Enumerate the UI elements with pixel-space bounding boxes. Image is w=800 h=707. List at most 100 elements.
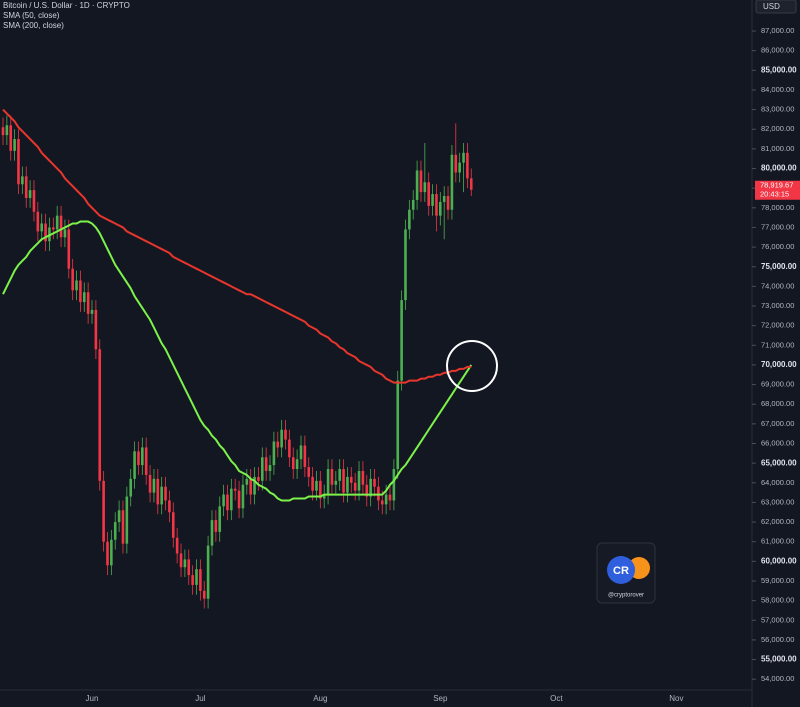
y-tick-label: 56,000.00 bbox=[761, 635, 794, 644]
candle-body bbox=[110, 539, 113, 566]
candle-body bbox=[183, 559, 187, 568]
y-tick-label: 75,000.00 bbox=[761, 262, 797, 271]
candle-body bbox=[408, 209, 411, 230]
candle-body bbox=[32, 190, 36, 212]
y-tick-label: 62,000.00 bbox=[761, 517, 794, 526]
x-tick-label: Jun bbox=[86, 694, 99, 703]
candle-body bbox=[427, 182, 430, 206]
candle-body bbox=[245, 478, 249, 485]
y-tick-label: 81,000.00 bbox=[761, 144, 794, 153]
candle-body bbox=[361, 470, 365, 485]
candle-body bbox=[291, 457, 295, 470]
candle-body bbox=[373, 478, 376, 487]
candle-body bbox=[141, 447, 144, 466]
candle-body bbox=[13, 139, 16, 151]
candle-body bbox=[226, 494, 229, 511]
candle-body bbox=[295, 459, 299, 470]
candle-body bbox=[67, 229, 71, 269]
candle-body bbox=[346, 476, 349, 493]
y-tick-label: 77,000.00 bbox=[761, 222, 794, 231]
y-tick-label: 60,000.00 bbox=[761, 556, 797, 565]
candle-body bbox=[222, 494, 225, 507]
candle-body bbox=[388, 494, 392, 501]
candle-body bbox=[369, 478, 372, 497]
currency[interactable]: USD bbox=[763, 2, 780, 11]
candle-body bbox=[439, 201, 442, 216]
candle-body bbox=[113, 522, 117, 540]
candle-body bbox=[342, 469, 345, 493]
candle-body bbox=[322, 494, 326, 499]
candle-body bbox=[63, 229, 67, 238]
y-tick-label: 69,000.00 bbox=[761, 380, 794, 389]
candle-body bbox=[102, 480, 105, 542]
candle-body bbox=[419, 170, 423, 193]
y-tick-label: 72,000.00 bbox=[761, 321, 794, 330]
logo-circle bbox=[607, 556, 635, 584]
candle-body bbox=[44, 223, 47, 242]
candle-body bbox=[129, 478, 133, 497]
candle-body bbox=[59, 215, 63, 238]
candle-body bbox=[82, 292, 86, 303]
y-tick-label: 87,000.00 bbox=[761, 26, 794, 35]
candle-body bbox=[446, 196, 450, 210]
candle-body bbox=[284, 429, 287, 440]
candle-body bbox=[106, 541, 109, 566]
candle-body bbox=[52, 227, 55, 230]
candle-body bbox=[357, 470, 361, 491]
currency-box[interactable] bbox=[755, 0, 797, 14]
candle-body bbox=[435, 194, 438, 216]
candle-body bbox=[175, 537, 179, 554]
y-tick-label: 54,000.00 bbox=[761, 674, 794, 683]
candle-body bbox=[55, 215, 59, 230]
candle-body bbox=[125, 496, 129, 544]
plot bbox=[1, 108, 473, 609]
candle-body bbox=[9, 125, 13, 151]
candle-body bbox=[156, 478, 160, 505]
candle-body bbox=[400, 300, 403, 381]
candle-body bbox=[1, 127, 5, 136]
y-tick-label: 59,000.00 bbox=[761, 576, 794, 585]
candle-body bbox=[90, 309, 94, 314]
candle-body bbox=[171, 512, 175, 538]
candle-body bbox=[454, 154, 458, 173]
y-tick-label: 82,000.00 bbox=[761, 124, 794, 133]
candle-body bbox=[94, 309, 98, 350]
candle-body bbox=[268, 465, 272, 471]
candle-body bbox=[334, 480, 338, 485]
legend-entry: SMA (50, close) bbox=[3, 11, 60, 20]
candle-body bbox=[365, 484, 369, 497]
candle-body bbox=[350, 476, 353, 483]
candle-body bbox=[75, 280, 78, 291]
candle-body bbox=[303, 445, 307, 468]
candle-body bbox=[218, 506, 222, 532]
candle-body bbox=[164, 486, 167, 501]
y-tick-label: 84,000.00 bbox=[761, 85, 794, 94]
legend-entry: SMA (200, close) bbox=[3, 21, 64, 30]
candle-body bbox=[179, 553, 183, 568]
candle-body bbox=[257, 476, 260, 481]
candle-body bbox=[79, 280, 82, 303]
candle-body bbox=[458, 162, 461, 173]
y-tick-label: 73,000.00 bbox=[761, 301, 794, 310]
y-tick-label: 85,000.00 bbox=[761, 65, 797, 74]
candle-body bbox=[191, 575, 194, 585]
y-tick-label: 70,000.00 bbox=[761, 360, 797, 369]
candle-body bbox=[214, 520, 218, 532]
x-tick-label: Jul bbox=[195, 694, 205, 703]
candle-body bbox=[307, 467, 311, 477]
candle-body bbox=[148, 474, 152, 493]
candle-body bbox=[160, 486, 163, 505]
candle-body bbox=[264, 457, 268, 471]
y-tick-label: 68,000.00 bbox=[761, 399, 794, 408]
candle-body bbox=[117, 510, 121, 523]
candle-body bbox=[237, 490, 241, 509]
candle-body bbox=[233, 488, 237, 491]
candle-body bbox=[315, 480, 318, 491]
candle-body bbox=[411, 199, 415, 210]
candle-body bbox=[384, 494, 388, 505]
candle-body bbox=[36, 211, 40, 232]
candle-body bbox=[450, 154, 454, 210]
candle-body bbox=[187, 559, 191, 576]
watermark-logo: CR @cryptorover bbox=[596, 542, 656, 604]
